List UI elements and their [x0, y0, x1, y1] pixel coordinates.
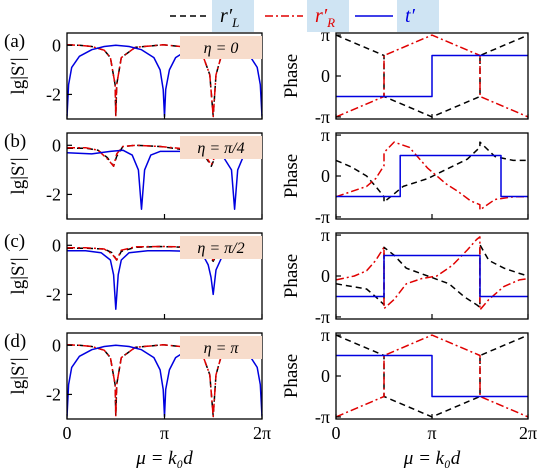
plot-frame	[335, 232, 529, 320]
series-r′L	[336, 141, 528, 203]
ytick-label: -π	[315, 407, 330, 427]
ytick-label: 0	[321, 66, 330, 86]
ytick-label: π	[321, 325, 330, 345]
series-r′R	[67, 344, 262, 418]
xtick-label-right: 0	[332, 423, 341, 443]
series-group	[336, 141, 528, 211]
eta-label: η = π/4	[197, 140, 244, 157]
ytick-label: -π	[315, 307, 330, 327]
xtick-label-right: 2π	[519, 423, 537, 443]
xtick-label-left: 0	[63, 423, 72, 443]
series-r′R	[67, 44, 262, 118]
panel-label: (b)	[4, 131, 26, 152]
legend-label-box	[397, 0, 439, 32]
eta-label: η = π/2	[197, 240, 244, 257]
series-r′L	[67, 245, 262, 263]
series-group	[336, 334, 528, 418]
panel-label: (a)	[4, 31, 25, 52]
ytick-label: 0	[321, 366, 330, 386]
series-r′R	[336, 334, 528, 418]
ytick-label: 0	[52, 235, 61, 255]
ytick-label: π	[321, 25, 330, 45]
ytick-label: 0	[321, 266, 330, 286]
xtick-label-left: 2π	[253, 423, 271, 443]
ytick-label: -2	[46, 284, 61, 304]
series-r′L	[336, 243, 528, 309]
ytick-label: π	[321, 225, 330, 245]
phase-panel-0: π 0 -π Phase	[281, 25, 529, 127]
ytick-label: -2	[46, 84, 61, 104]
y-axis-label: lg|S′|	[8, 157, 29, 194]
series-t′	[336, 154, 528, 198]
panel-label: (d)	[4, 331, 26, 352]
series-t′	[67, 249, 262, 310]
eta-box	[180, 236, 262, 259]
y-axis-label: Phase	[281, 54, 302, 98]
series-t′	[67, 149, 262, 210]
magnitude-panel-3: 0 -2 lg|S′|	[8, 332, 263, 420]
series-t′	[336, 54, 528, 98]
series-group	[336, 236, 528, 311]
ytick-label: -π	[315, 107, 330, 127]
eta-label: η = π	[204, 340, 240, 357]
ytick-label: π	[321, 125, 330, 145]
series-r′R	[336, 236, 528, 311]
y-axis-label: lg|S′|	[8, 357, 29, 394]
panel-label: (c)	[4, 231, 25, 252]
series-group	[67, 144, 262, 210]
legend-label-box	[307, 0, 349, 32]
legend: r′L r′R t′	[170, 0, 439, 32]
eta-box	[180, 336, 262, 359]
xtick-label-left: π	[160, 423, 169, 443]
ytick-label: 0	[52, 35, 61, 55]
magnitude-panel-1: 0 -2 lg|S′|	[8, 132, 263, 220]
y-axis-label: Phase	[281, 154, 302, 198]
phase-panel-1: π 0 -π Phase	[281, 125, 529, 227]
legend-label-1: r′R	[315, 5, 335, 30]
xtick-label-right: π	[427, 423, 436, 443]
phase-panel-2: π 0 -π Phase	[281, 225, 529, 327]
phase-panel-3: π 0 -π Phase	[281, 325, 529, 427]
ytick-label: -2	[46, 384, 61, 404]
legend-label-2: t′	[405, 5, 416, 27]
series-group	[336, 34, 528, 118]
ytick-label: 0	[52, 335, 61, 355]
y-axis-label: Phase	[281, 254, 302, 298]
eta-box	[180, 36, 262, 59]
ytick-label: -2	[46, 184, 61, 204]
legend-label-0: r′L	[220, 5, 239, 30]
ytick-label: 0	[321, 166, 330, 186]
ytick-label: -π	[315, 207, 330, 227]
y-axis-label: Phase	[281, 354, 302, 398]
y-axis-label: lg|S′|	[8, 57, 29, 94]
x-axis-label-right: μ = k₀d	[403, 448, 461, 469]
series-t′	[336, 254, 528, 298]
eta-box	[180, 136, 262, 159]
eta-label: η = 0	[204, 40, 239, 57]
series-t′	[336, 354, 528, 398]
series-r′R	[67, 144, 262, 167]
legend-label-box	[212, 0, 254, 32]
y-axis-label: lg|S′|	[8, 257, 29, 294]
ytick-label: 0	[52, 135, 61, 155]
x-axis-label-left: μ = k₀d	[135, 448, 193, 469]
series-r′R	[336, 141, 528, 211]
